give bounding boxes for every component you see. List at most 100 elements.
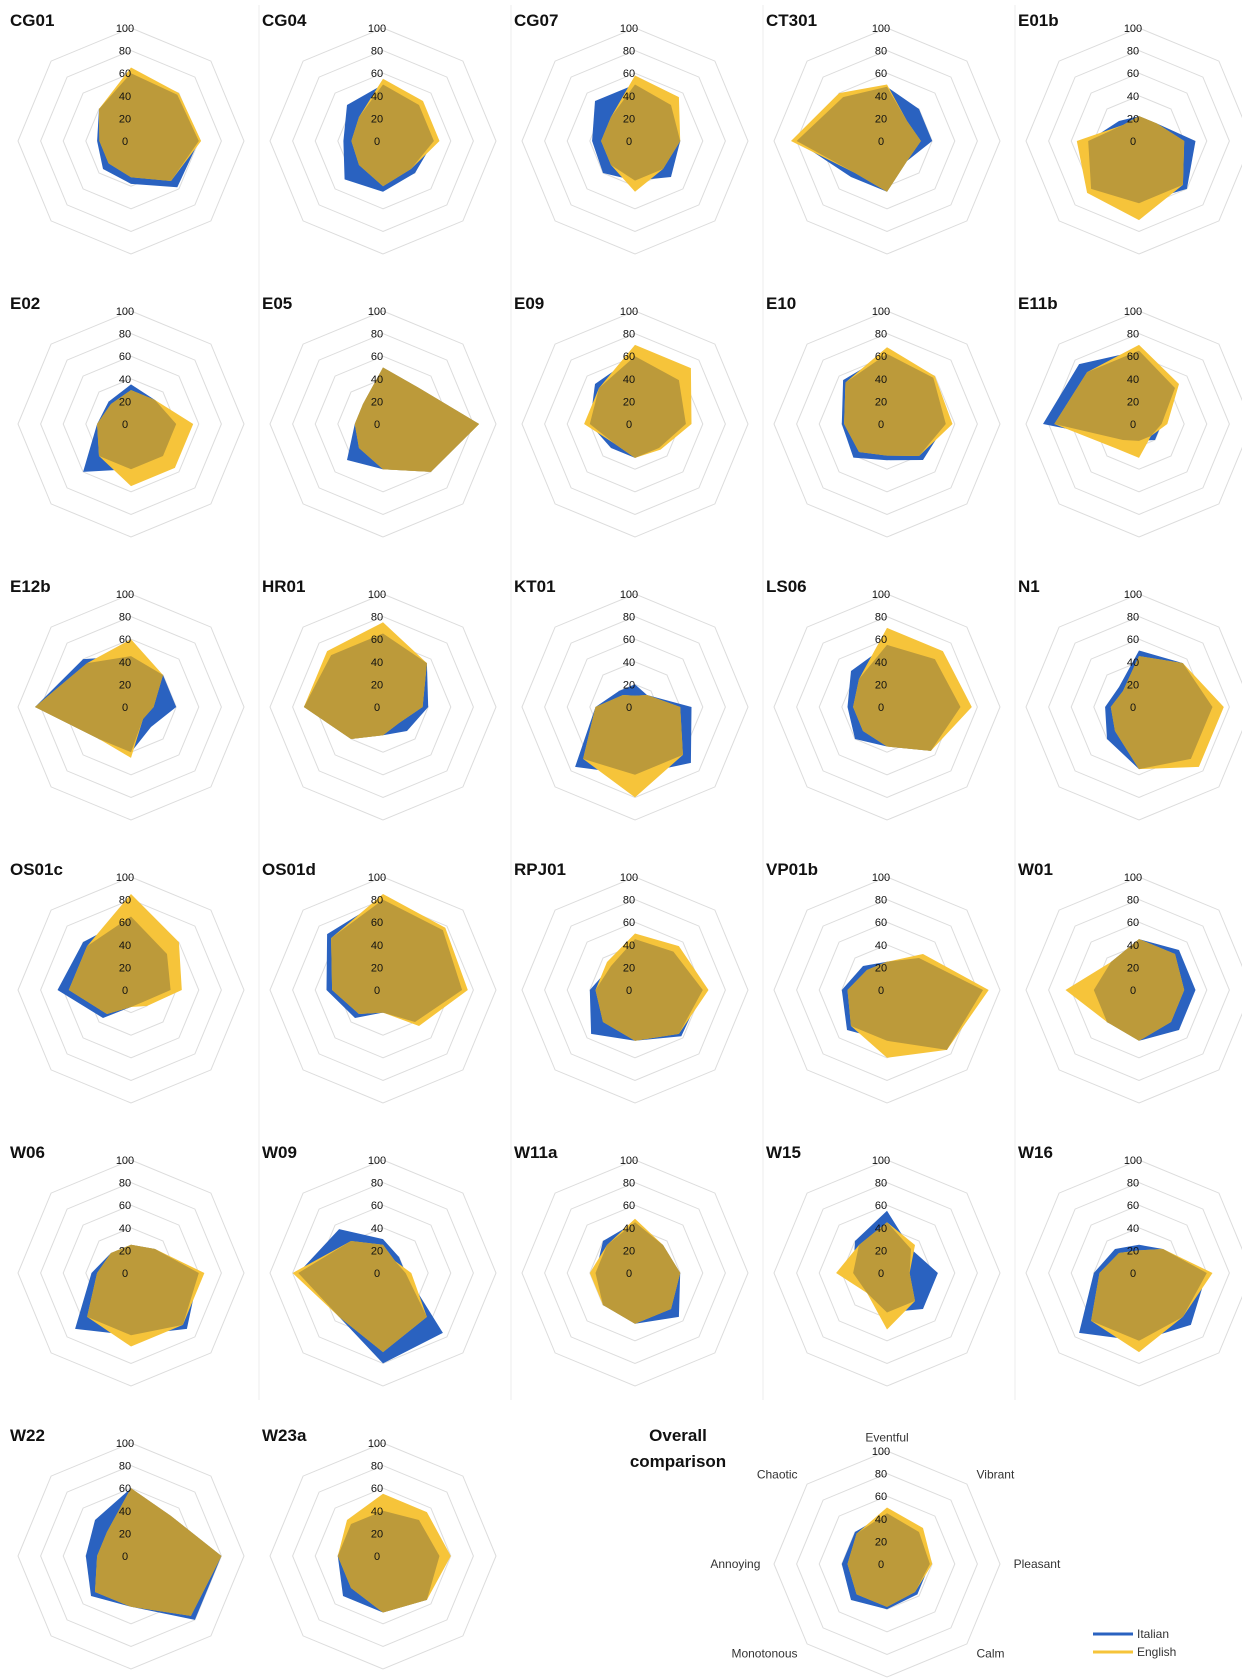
grid-ring: [314, 355, 452, 493]
radar-panel-w11a: W11a 100 80 60 40 20 0: [514, 1143, 749, 1387]
tick-label: 100: [368, 23, 386, 35]
panel-title: W22: [10, 1426, 45, 1445]
grid-ring: [773, 27, 1001, 255]
panel-title: W11a: [514, 1143, 558, 1162]
series-overlap: [68, 916, 171, 1014]
grid-ring: [292, 50, 474, 232]
tick-label: 60: [875, 917, 887, 929]
panel-title: VP01b: [766, 860, 818, 879]
tick-label: 40: [1127, 657, 1139, 669]
tick-label: 80: [875, 46, 887, 58]
tick-label: 40: [119, 940, 131, 952]
tick-label: 100: [116, 589, 134, 601]
tick-label: 40: [371, 1506, 383, 1518]
grid-ring: [292, 616, 474, 798]
tick-label: 60: [371, 1200, 383, 1212]
tick-label: 80: [119, 612, 131, 624]
grid-ring: [773, 1450, 1001, 1678]
series-overlap: [595, 939, 703, 1041]
tick-label: 0: [626, 702, 632, 714]
grid-ring: [17, 876, 245, 1104]
tick-label: 20: [371, 396, 383, 408]
axis-label: Calm: [977, 1647, 1005, 1661]
grid-ring: [796, 1182, 978, 1364]
radar-panel-e05: E05 100 80 60 40 20 0: [262, 294, 497, 538]
tick-label: 60: [623, 68, 635, 80]
radar-panel-w15: W15 100 80 60 40 20 0: [766, 1143, 1001, 1387]
tick-label: 100: [368, 1155, 386, 1167]
grid-ring: [773, 593, 1001, 821]
grid-ring: [1025, 310, 1242, 538]
grid-ring: [1048, 333, 1230, 515]
tick-label: 0: [122, 419, 128, 431]
grid-ring: [269, 310, 497, 538]
series-overlap: [601, 84, 681, 181]
tick-label: 60: [119, 1483, 131, 1495]
tick-label: 40: [119, 1506, 131, 1518]
radar-panel-w01: W01 100 80 60 40 20 0: [1018, 860, 1242, 1104]
grid-ring: [17, 593, 245, 821]
panel-title: OS01c: [10, 860, 63, 879]
tick-label: 0: [878, 136, 884, 148]
tick-label: 60: [119, 917, 131, 929]
grid-ring: [292, 1465, 474, 1647]
grid-ring: [1070, 921, 1208, 1059]
tick-label: 80: [119, 46, 131, 58]
series-overlap: [337, 1510, 440, 1613]
tick-label: 60: [875, 351, 887, 363]
tick-label: 0: [1130, 419, 1136, 431]
tick-label: 80: [119, 329, 131, 341]
panel-title: OS01d: [262, 860, 316, 879]
panel-title: W23a: [262, 1426, 307, 1445]
radar-panel-e10: E10 100 80 60 40 20 0: [766, 294, 1001, 538]
tick-label: 80: [371, 612, 383, 624]
tick-label: 100: [872, 872, 890, 884]
overall-tick-label: 40: [875, 1514, 887, 1526]
grid-ring: [17, 1159, 245, 1387]
grid-ring: [796, 333, 978, 515]
grid-ring: [269, 1159, 497, 1387]
grid-ring: [269, 876, 497, 1104]
grid-ring: [544, 1182, 726, 1364]
tick-label: 60: [1127, 917, 1139, 929]
tick-label: 60: [371, 68, 383, 80]
tick-label: 0: [626, 136, 632, 148]
tick-label: 20: [1127, 1245, 1139, 1257]
series-overlap: [95, 1488, 222, 1616]
tick-label: 80: [119, 1178, 131, 1190]
radar-panel-cg01: CG01 100 80 60 40 20 0: [10, 11, 245, 255]
series-overlap: [589, 356, 686, 458]
legend-label-english: English: [1137, 1645, 1176, 1659]
tick-label: 0: [626, 419, 632, 431]
grid-ring: [796, 899, 978, 1081]
overall-title-line2: comparison: [630, 1452, 726, 1471]
radar-panel-n1: N1 100 80 60 40 20 0: [1018, 577, 1242, 821]
tick-label: 0: [1130, 136, 1136, 148]
tick-label: 40: [119, 374, 131, 386]
grid-ring: [544, 899, 726, 1081]
tick-label: 100: [368, 872, 386, 884]
tick-label: 40: [119, 91, 131, 103]
radar-panel-ls06: LS06 100 80 60 40 20 0: [766, 577, 1001, 821]
tick-label: 40: [1127, 91, 1139, 103]
panel-title: W09: [262, 1143, 297, 1162]
tick-label: 80: [623, 895, 635, 907]
tick-label: 60: [371, 1483, 383, 1495]
panel-title: E05: [262, 294, 292, 313]
tick-label: 60: [371, 917, 383, 929]
radar-panel-e09: E09 100 80 60 40 20 0: [514, 294, 749, 538]
panel-title: E11b: [1018, 294, 1058, 313]
radar-panel-cg04: CG04 100 80 60 40 20 0: [262, 11, 497, 255]
grid-ring: [17, 1442, 245, 1670]
tick-label: 40: [1127, 1223, 1139, 1235]
tick-label: 20: [1127, 962, 1139, 974]
panel-title: LS06: [766, 577, 807, 596]
tick-label: 80: [371, 895, 383, 907]
series-overlap: [351, 84, 434, 187]
tick-label: 80: [119, 1461, 131, 1473]
tick-label: 100: [620, 1155, 638, 1167]
tick-label: 20: [119, 679, 131, 691]
grid-ring: [796, 50, 978, 232]
tick-label: 20: [119, 1528, 131, 1540]
tick-label: 100: [872, 589, 890, 601]
